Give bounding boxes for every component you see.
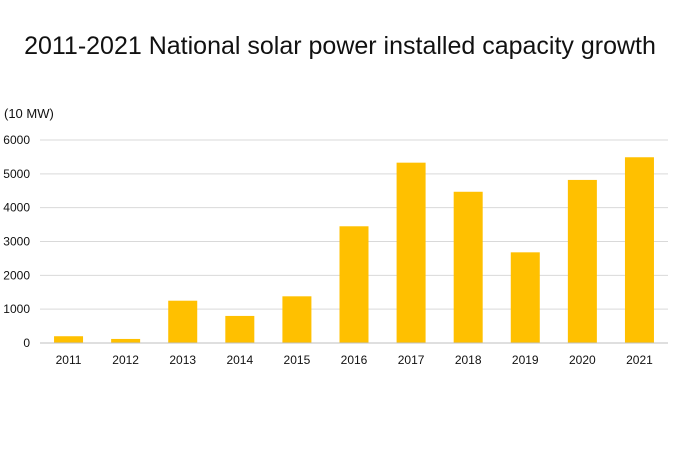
x-tick-label: 2018 [455,353,482,367]
x-tick-label: 2015 [284,353,311,367]
x-tick-label: 2012 [112,353,139,367]
y-tick-label: 3000 [3,235,30,249]
y-tick-label: 1000 [3,302,30,316]
bar [624,157,654,343]
bar [168,300,198,343]
bar [111,338,141,343]
x-tick-label: 2021 [626,353,653,367]
bar [396,162,426,343]
y-tick-label: 4000 [3,201,30,215]
y-axis-unit-label: (10 MW) [4,106,54,121]
y-tick-label: 2000 [3,268,30,282]
bar [54,336,84,343]
y-tick-label: 6000 [3,133,30,147]
x-tick-label: 2020 [569,353,596,367]
x-tick-label: 2019 [512,353,539,367]
x-tick-label: 2017 [398,353,425,367]
y-tick-label: 5000 [3,167,30,181]
bar [453,191,483,343]
bar [510,252,540,343]
bar [282,296,312,343]
x-tick-label: 2014 [226,353,253,367]
x-tick-label: 2013 [169,353,196,367]
bar [567,179,597,343]
bar [225,315,255,343]
chart-title: 2011-2021 National solar power installed… [24,32,656,60]
x-tick-label: 2016 [341,353,368,367]
bar [339,226,369,343]
y-tick-label: 0 [23,336,30,350]
x-tick-label: 2011 [56,353,82,367]
